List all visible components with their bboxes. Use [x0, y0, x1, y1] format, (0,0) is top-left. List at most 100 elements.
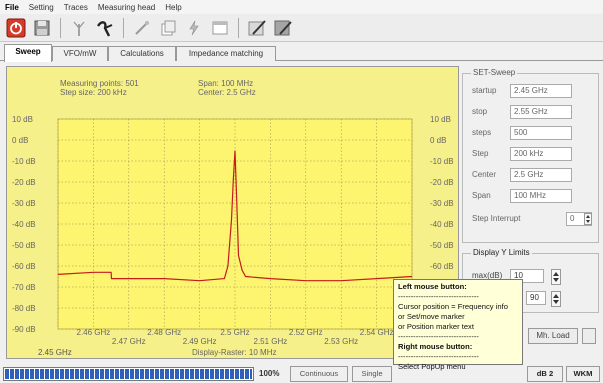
toolbar [0, 14, 603, 42]
steps-label: steps [472, 128, 492, 137]
y-tick-label-right: 0 dB [430, 136, 446, 145]
tab-impedance-matching[interactable]: Impedance matching [176, 46, 276, 61]
y-tick-label-left: -90 dB [12, 325, 36, 334]
span-field[interactable]: 100 MHz [510, 189, 572, 203]
toolbar-separator [238, 17, 239, 38]
x-tick-label: 2.5 GHz [220, 328, 249, 337]
x-tick-label: 2.49 GHz [183, 337, 217, 346]
tooltip-line-3: or Position marker text [398, 322, 474, 331]
x-tick-label: 2.48 GHz [147, 328, 181, 337]
wkm-button[interactable]: WKM [566, 366, 600, 382]
steps-field[interactable]: 500 [510, 126, 572, 140]
tooltip-divider: -------------------------------- [398, 332, 479, 341]
mh-load-button[interactable]: Mh. Load [528, 328, 578, 344]
probe-icon[interactable] [93, 17, 117, 39]
db2-button[interactable]: dB 2 [527, 366, 563, 382]
stop-field[interactable]: 2.55 GHz [510, 105, 572, 119]
y-tick-label-right: -10 dB [430, 157, 454, 166]
center-text: Center: 2.5 GHz [198, 88, 256, 97]
y-tick-label-right: -20 dB [430, 178, 454, 187]
tooltip-line-2: or Set/move marker [398, 312, 465, 321]
menu-traces[interactable]: Traces [63, 2, 88, 12]
tooltip-left-title: Left mouse button: [398, 282, 467, 291]
measuring-points-text: Measuring points: 501 [60, 79, 139, 88]
y-tick-label-right: 10 dB [430, 115, 451, 124]
y-tick-label-left: -30 dB [12, 199, 36, 208]
save-icon[interactable] [30, 17, 54, 39]
toolbar-separator [60, 17, 61, 38]
set-sweep-title: SET-Sweep [471, 68, 518, 77]
tooltip-divider: -------------------------------- [398, 352, 479, 361]
x-tick-label: 2.51 GHz [254, 337, 288, 346]
y-tick-label-left: 0 dB [12, 136, 28, 145]
tooltip-right-title: Right mouse button: [398, 342, 473, 351]
y-tick-label-left: -80 dB [12, 304, 36, 313]
y-tick-label-left: -50 dB [12, 241, 36, 250]
stop-label: stop [472, 107, 488, 116]
x-tick-label: 2.53 GHz [324, 337, 358, 346]
mouse-help-tooltip: Left mouse button: ---------------------… [393, 279, 523, 371]
trace-line [57, 150, 413, 282]
y-tick-label-right: -40 dB [430, 220, 454, 229]
step-interrupt-spinner[interactable] [584, 213, 592, 225]
display-raster-text: Display-Raster: 10 MHz [192, 348, 277, 357]
power-icon[interactable] [4, 17, 28, 39]
wand-icon[interactable] [130, 17, 154, 39]
y-tick-label-left: -40 dB [12, 220, 36, 229]
x-tick-label: 2.46 GHz [77, 328, 111, 337]
y-tick-label-left: -60 dB [12, 262, 36, 271]
min-db-spinner[interactable] [551, 291, 561, 307]
copy-icon[interactable] [156, 17, 180, 39]
antenna-icon[interactable] [67, 17, 91, 39]
mh-load-extra-button[interactable] [582, 328, 596, 344]
menu-measuring-head[interactable]: Measuring head [97, 2, 156, 12]
startup-field[interactable]: 2.45 GHz [510, 84, 572, 98]
menu-setting[interactable]: Setting [28, 2, 54, 12]
tab-vfo-mw[interactable]: VFO/mW [52, 46, 108, 61]
startup-label: startup [472, 86, 497, 95]
step-size-text: Step size: 200 kHz [60, 88, 127, 97]
single-button[interactable]: Single [352, 366, 392, 382]
tab-bar: Sweep VFO/mW Calculations Impedance matc… [0, 43, 603, 62]
pen-icon[interactable] [245, 17, 269, 39]
menu-help[interactable]: Help [165, 2, 182, 12]
tab-sweep[interactable]: Sweep [4, 44, 52, 62]
toolbar-separator [123, 17, 124, 38]
y-tick-label-right: -50 dB [430, 241, 454, 250]
continuous-button[interactable]: Continuous [290, 366, 348, 382]
y-tick-label-left: 10 dB [12, 115, 33, 124]
x-axis-labels: 2.46 GHz 2.48 GHz 2.5 GHz 2.52 GHz 2.54 GHz2… [77, 328, 394, 346]
center-label: Center [472, 170, 497, 179]
tooltip-divider: -------------------------------- [398, 292, 479, 301]
tooltip-line-1: Cursor position = Frequency info [398, 302, 508, 311]
max-db-label: max(dB) [472, 271, 503, 280]
y-tick-label-right: -30 dB [430, 199, 454, 208]
step-field[interactable]: 200 kHz [510, 147, 572, 161]
tab-calculations[interactable]: Calculations [108, 46, 176, 61]
menu-file[interactable]: File [5, 2, 19, 12]
progress-percent: 100% [259, 369, 280, 378]
min-db-field[interactable]: 90 [526, 291, 546, 305]
menu-bar: File Setting Traces Measuring head Help [0, 0, 603, 14]
x-tick-label: 2.54 GHz [360, 328, 394, 337]
step-label: Step [472, 149, 489, 158]
lightning-icon[interactable] [182, 17, 206, 39]
y-tick-label-left: -10 dB [12, 157, 36, 166]
tooltip-right-line: Select PopUp menu [398, 362, 466, 371]
x-tick-label: 2.52 GHz [289, 328, 323, 337]
disk-pen-icon[interactable] [271, 17, 295, 39]
step-interrupt-label: Step Interrupt [472, 214, 521, 223]
status-bar: 100% Continuous Single dB 2 WKM [0, 365, 603, 383]
y-tick-label-right: -60 dB [430, 262, 454, 271]
display-y-title: Display Y Limits [471, 248, 532, 257]
span-label: Span [472, 191, 491, 200]
x-tick-label: 2.47 GHz [112, 337, 146, 346]
freq-start-label: 2.45 GHz [38, 348, 72, 357]
y-tick-label-left: -20 dB [12, 178, 36, 187]
window-icon[interactable] [208, 17, 232, 39]
max-db-spinner[interactable] [551, 269, 561, 285]
set-sweep-panel: SET-Sweep startup 2.45 GHz stop 2.55 GHz… [462, 68, 599, 243]
y-tick-label-left: -70 dB [12, 283, 36, 292]
center-field[interactable]: 2.5 GHz [510, 168, 572, 182]
